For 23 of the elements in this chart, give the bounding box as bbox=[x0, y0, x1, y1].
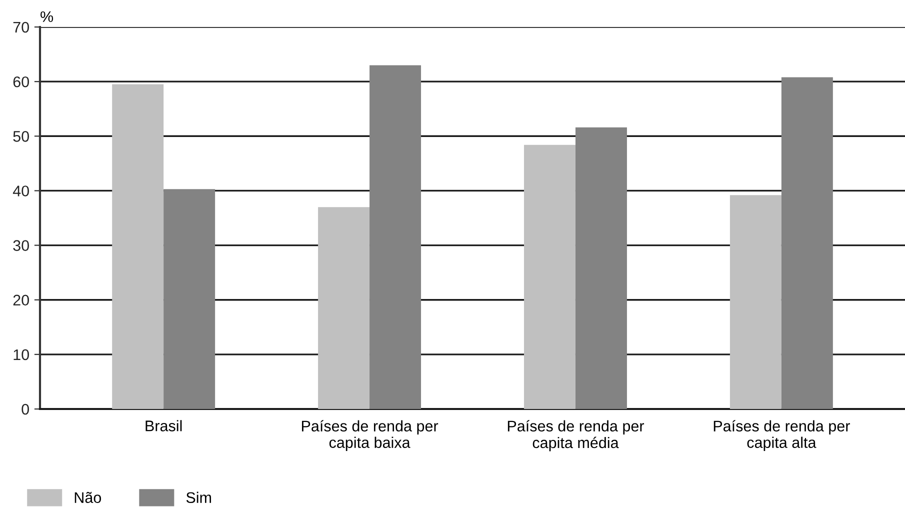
bar bbox=[318, 207, 370, 409]
x-tick-label: Países de renda per capita alta bbox=[714, 420, 850, 451]
legend-label: Não bbox=[74, 492, 102, 504]
x-tick-label: Brasil bbox=[146, 420, 182, 432]
bar bbox=[781, 77, 833, 409]
bar bbox=[112, 84, 164, 409]
y-tick-label: 20 bbox=[13, 294, 29, 306]
bar bbox=[370, 65, 422, 409]
bar bbox=[164, 189, 216, 409]
bar bbox=[524, 144, 576, 409]
y-tick-label: 60 bbox=[13, 76, 29, 88]
y-tick-label: 0 bbox=[22, 404, 29, 415]
x-tick-label: Países de renda per capita média bbox=[508, 420, 644, 452]
y-tick-label: 40 bbox=[12, 186, 29, 196]
y-tick-label: 50 bbox=[13, 131, 29, 142]
y-tick-label: 70 bbox=[13, 22, 29, 33]
x-tick-label: Países de renda per capita baixa bbox=[302, 420, 438, 451]
y-tick-label: 10 bbox=[14, 349, 29, 360]
bar bbox=[575, 127, 627, 409]
y-axis-title: % bbox=[40, 11, 54, 22]
bar bbox=[730, 195, 782, 409]
y-tick-label: 30 bbox=[13, 240, 29, 251]
legend-label: Sim bbox=[186, 492, 211, 504]
